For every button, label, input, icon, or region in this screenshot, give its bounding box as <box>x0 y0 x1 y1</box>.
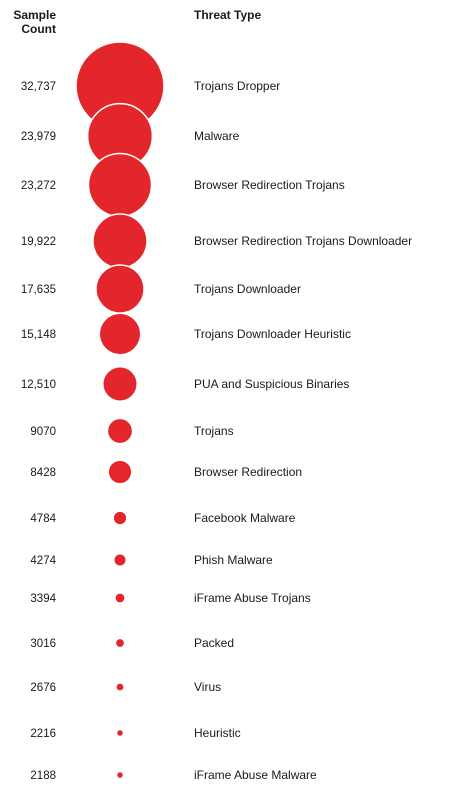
threat-type-label: Trojans Downloader Heuristic <box>194 327 351 341</box>
bubble-row: 12,510 PUA and Suspicious Binaries <box>21 366 349 402</box>
threat-type-label: Malware <box>194 129 240 143</box>
sample-count-label: 9070 <box>30 426 56 438</box>
bubble-row: 2216 Heuristic <box>30 726 240 740</box>
sample-count-label: 3394 <box>30 593 56 605</box>
sample-count-label: 2216 <box>30 728 56 740</box>
bubble-row: 2188 iFrame Abuse Malware <box>30 768 317 782</box>
bubble-row: 8428 Browser Redirection <box>30 459 302 485</box>
sample-count-label: 12,510 <box>21 379 56 391</box>
sample-count-label: 4784 <box>30 513 56 525</box>
bubble-row: 15,148 Trojans Downloader Heuristic <box>21 312 351 356</box>
bubble-row: 4274 Phish Malware <box>30 552 273 568</box>
bubble-row: 9070 Trojans <box>30 417 234 445</box>
sample-count-label: 23,272 <box>21 180 56 192</box>
sample-count-label: 2188 <box>30 770 56 782</box>
bubble-row: 23,272 Browser Redirection Trojans <box>21 152 345 218</box>
sample-count-header-line2: Count <box>21 22 56 36</box>
bubble-row: 23,979 Malware <box>21 102 240 170</box>
bubble <box>87 152 153 218</box>
bubble-row: 17,635 Trojans Downloader <box>21 264 301 314</box>
sample-count-label: 3016 <box>30 638 56 650</box>
bubble <box>106 417 134 445</box>
sample-count-label: 8428 <box>30 467 56 479</box>
bubble-row: 4784 Facebook Malware <box>30 510 296 526</box>
bubble <box>92 213 148 269</box>
bubble-row: 32,737 Trojans Dropper <box>21 41 280 131</box>
threat-type-label: Trojans Dropper <box>194 79 280 93</box>
sample-count-label: 4274 <box>30 555 56 567</box>
sample-count-label: 17,635 <box>21 284 56 296</box>
threat-type-label: Browser Redirection Trojans Downloader <box>194 234 412 248</box>
bubble <box>115 728 125 738</box>
bubble <box>115 770 125 780</box>
threat-type-label: Facebook Malware <box>194 511 296 525</box>
threat-type-label: Heuristic <box>194 726 241 740</box>
threat-type-label: Virus <box>194 680 221 694</box>
threat-type-label: Trojans <box>194 424 234 438</box>
sample-count-header: Sample Count <box>0 8 56 36</box>
threat-type-label: iFrame Abuse Trojans <box>194 591 311 605</box>
bubble <box>114 637 126 649</box>
bubble <box>98 312 142 356</box>
threat-type-label: PUA and Suspicious Binaries <box>194 377 349 391</box>
sample-count-label: 2676 <box>30 682 56 694</box>
bubble-row: 19,922 Browser Redirection Trojans Downlo… <box>21 213 412 269</box>
sample-count-label: 19,922 <box>21 236 56 248</box>
threat-type-label: Phish Malware <box>194 553 273 567</box>
threat-type-label: iFrame Abuse Malware <box>194 768 317 782</box>
bubble <box>114 592 126 604</box>
threat-type-label: Packed <box>194 636 234 650</box>
bubble <box>115 682 125 692</box>
threat-type-label: Browser Redirection <box>194 465 302 479</box>
bubble-row: 2676 Virus <box>30 680 221 694</box>
sample-count-label: 15,148 <box>21 329 56 341</box>
bubble <box>107 459 133 485</box>
sample-count-label: 23,979 <box>21 131 56 143</box>
bubble <box>102 366 138 402</box>
bubble <box>112 510 128 526</box>
threat-type-header: Threat Type <box>194 8 262 22</box>
bubble <box>95 264 145 314</box>
sample-count-header-line1: Sample <box>13 8 56 22</box>
bubble-row: 3394 iFrame Abuse Trojans <box>30 591 310 605</box>
sample-count-label: 32,737 <box>21 81 56 93</box>
bubble-row: 3016 Packed <box>30 636 234 650</box>
bubble <box>112 552 128 568</box>
threat-type-label: Browser Redirection Trojans <box>194 178 345 192</box>
threat-type-label: Trojans Downloader <box>194 282 301 296</box>
